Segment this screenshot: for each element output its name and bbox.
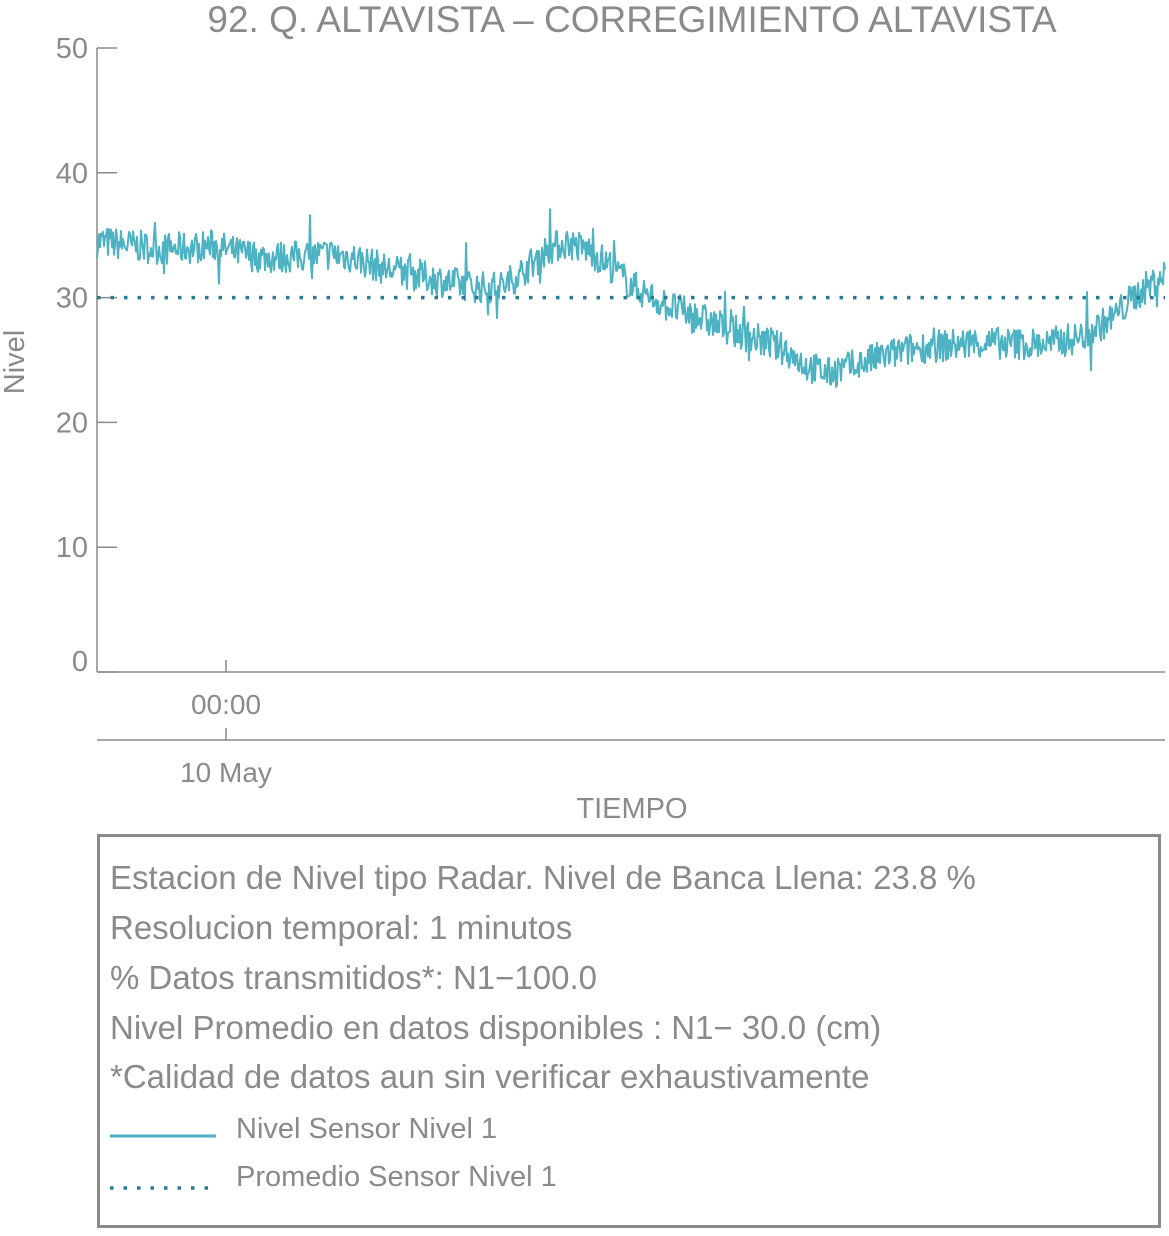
x-tick-date-label: 10 May — [180, 757, 272, 788]
info-quality-note: *Calidad de datos aun sin verificar exha… — [110, 1058, 870, 1095]
y-tick-label: 50 — [56, 33, 88, 65]
x-axis-label: TIEMPO — [576, 793, 687, 825]
y-axis-label: Nivel — [0, 330, 31, 394]
legend-dotted-swatch — [110, 1186, 216, 1190]
legend-item-sensor: Nivel Sensor Nivel 1 — [108, 1113, 608, 1145]
level-chart: 92. Q. ALTAVISTA – CORREGIMIENTO ALTAVIS… — [0, 0, 1166, 825]
y-tick-label: 10 — [56, 532, 88, 564]
x-tick-time-label: 00:00 — [191, 689, 261, 720]
chart-title: 92. Q. ALTAVISTA – CORREGIMIENTO ALTAVIS… — [207, 0, 1056, 40]
info-transmitted-data: % Datos transmitidos*: N1−100.0 — [110, 959, 597, 996]
y-tick-label: 40 — [56, 158, 88, 190]
info-average-level: Nivel Promedio en datos disponibles : N1… — [110, 1009, 882, 1046]
info-temporal-resolution: Resolucion temporal: 1 minutos — [110, 909, 573, 946]
y-tick-label: 20 — [56, 407, 88, 439]
y-tick-label: 0 — [72, 646, 88, 678]
legend-label-average: Promedio Sensor Nivel 1 — [236, 1161, 557, 1193]
chart-axes — [96, 48, 1165, 741]
legend-solid-swatch — [110, 1134, 216, 1138]
series-layer — [96, 208, 1166, 388]
legend-item-average: Promedio Sensor Nivel 1 — [108, 1161, 608, 1193]
info-station-type: Estacion de Nivel tipo Radar. Nivel de B… — [110, 859, 976, 896]
info-box: Estacion de Nivel tipo Radar. Nivel de B… — [97, 834, 1161, 1228]
y-tick-label: 30 — [56, 283, 88, 315]
legend-label-sensor: Nivel Sensor Nivel 1 — [236, 1113, 498, 1145]
x-axis-ticks: 00:00 10 May — [180, 660, 272, 788]
y-axis-ticks: 0 10 20 30 40 50 — [56, 33, 117, 678]
series-line-sensor-nivel-1 — [96, 208, 1166, 388]
